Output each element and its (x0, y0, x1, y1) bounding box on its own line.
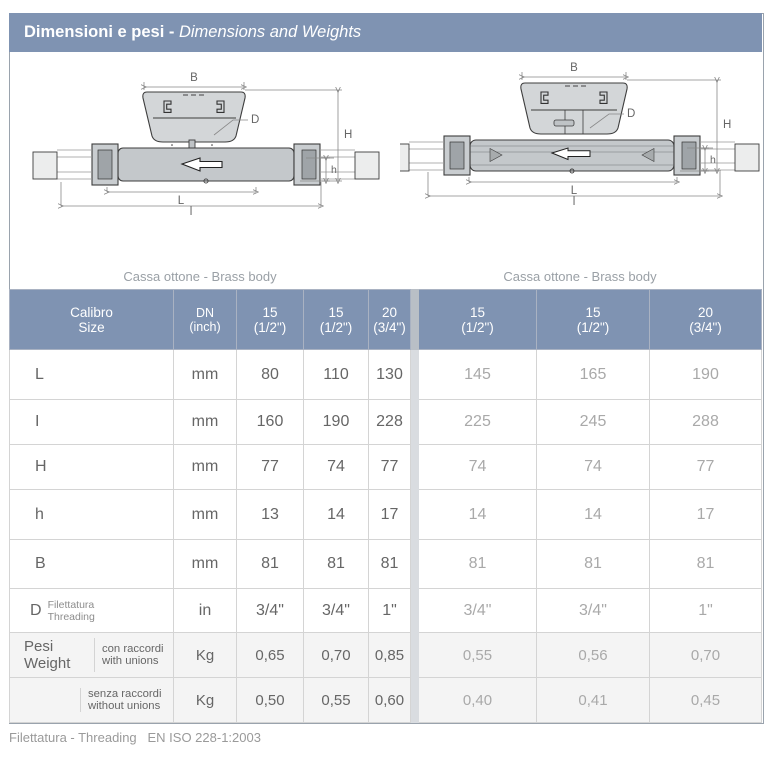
svg-text:D: D (251, 114, 259, 126)
svg-text:L: L (178, 195, 185, 207)
svg-text:l: l (190, 206, 193, 218)
svg-text:l: l (573, 196, 576, 208)
svg-text:h: h (710, 154, 716, 166)
svg-text:B: B (570, 62, 578, 74)
svg-text:H: H (344, 129, 352, 141)
svg-text:H: H (723, 119, 731, 131)
svg-text:B: B (190, 72, 198, 84)
svg-text:h: h (331, 164, 337, 176)
svg-text:D: D (627, 108, 635, 120)
